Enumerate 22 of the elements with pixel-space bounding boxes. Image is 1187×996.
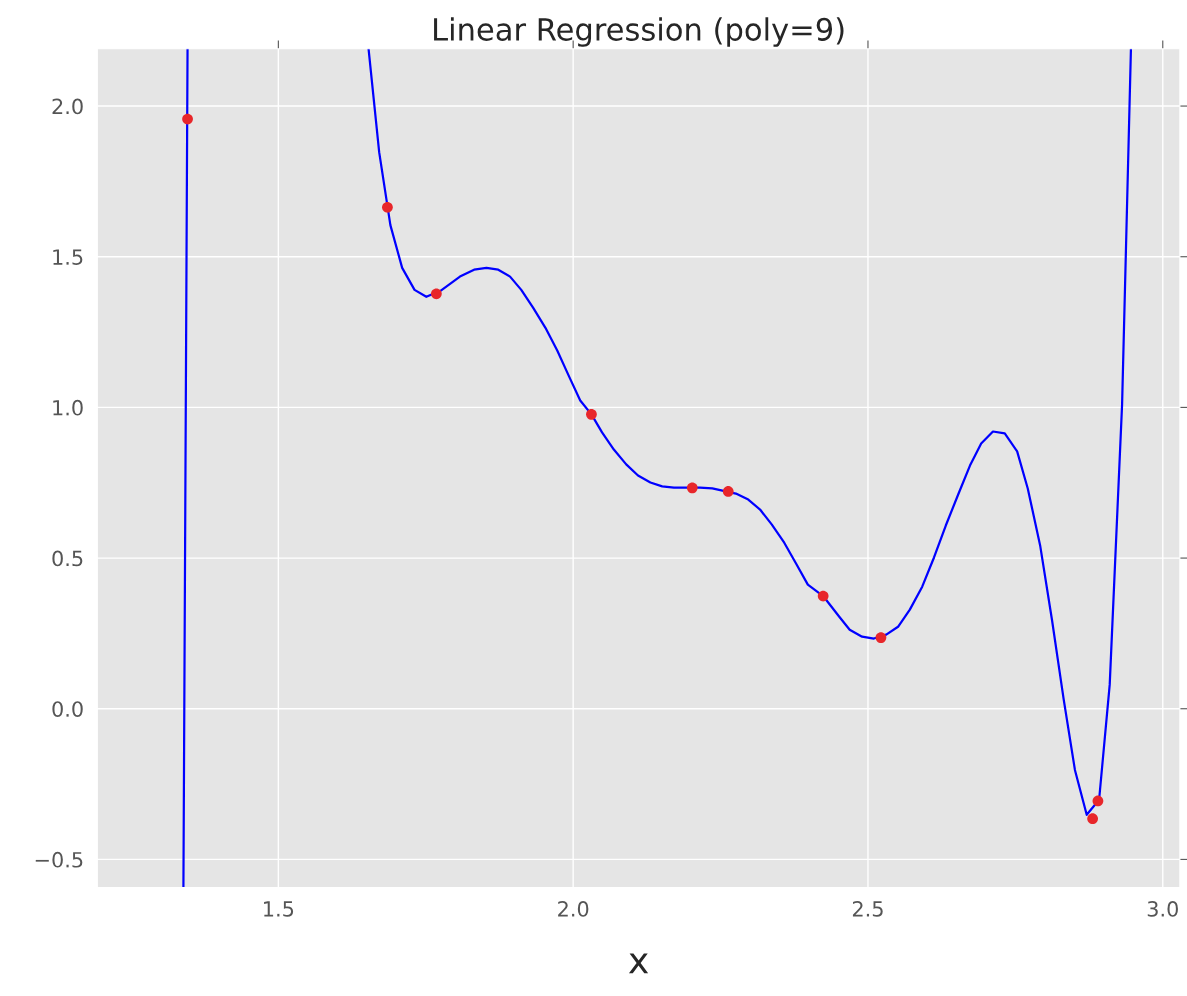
y-tick-label: 2.0 <box>52 98 83 115</box>
point <box>1087 813 1098 825</box>
y-tick-label: 0.5 <box>52 550 83 567</box>
x-tick-label: 1.5 <box>264 901 294 917</box>
point <box>1092 795 1104 807</box>
x-axis-title: x <box>628 953 649 974</box>
x-tick-label: 2.0 <box>558 901 589 917</box>
y-tick-label: 1.0 <box>53 399 83 416</box>
point <box>382 201 393 213</box>
x-tick-label: 2.5 <box>852 901 883 917</box>
y-tick-label: 0.0 <box>52 701 83 717</box>
y-tick-label: 1.5 <box>53 249 83 265</box>
chart-title: Linear Regression (poly=9) <box>434 17 844 47</box>
point <box>430 288 442 300</box>
point <box>586 408 597 420</box>
point <box>722 486 734 497</box>
point <box>817 590 829 602</box>
y-tick-label: −0.5 <box>35 851 83 868</box>
x-tick-label: 3.0 <box>1147 901 1178 917</box>
point <box>182 113 193 125</box>
point <box>875 632 887 643</box>
point <box>686 482 698 494</box>
